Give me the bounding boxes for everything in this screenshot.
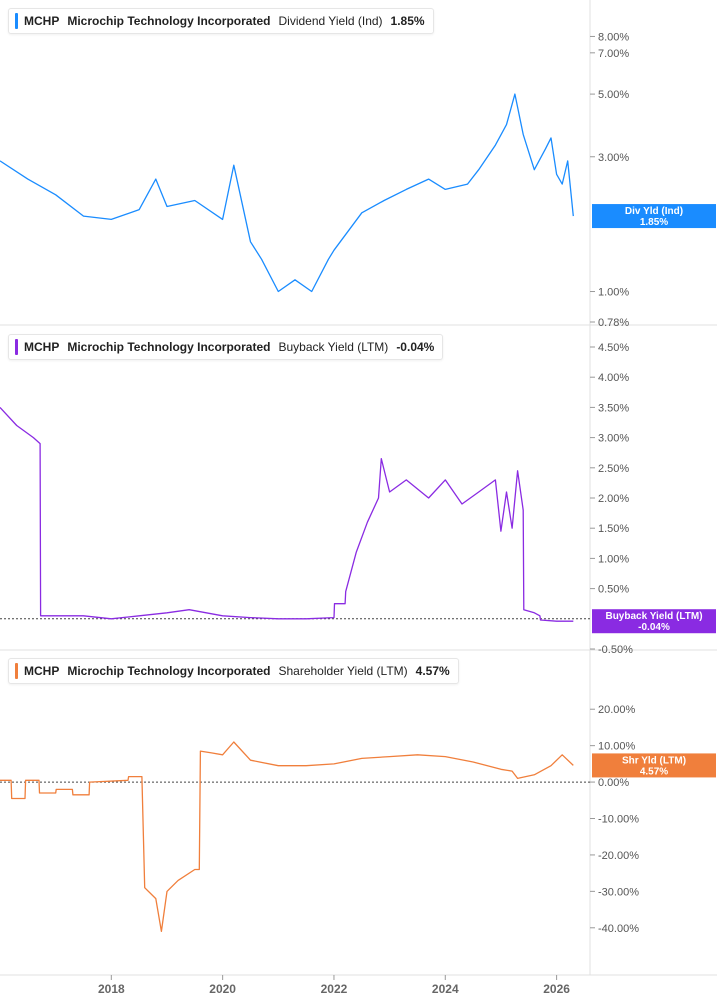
buyback-value: -0.04% (396, 340, 435, 354)
dividend-y-tick-label: 7.00% (598, 48, 629, 60)
shareholder-ticker: MCHP (24, 664, 60, 678)
dividend-badge-label: Div Yld (Ind) (625, 206, 683, 217)
dividend-badge-value: 1.85% (640, 217, 668, 228)
dividend-value-badge (592, 204, 716, 229)
shareholder-swatch (15, 663, 18, 679)
buyback-y-tick-label: 4.00% (598, 372, 629, 384)
buyback-series-line (0, 406, 574, 622)
buyback-y-tick-label: -0.50% (598, 644, 633, 656)
buyback-badge-label: Buyback Yield (LTM) (605, 611, 702, 622)
shareholder-value: 4.57% (415, 664, 450, 678)
dividend-ticker: MCHP (24, 14, 60, 28)
shareholder-company: Microchip Technology Incorporated (67, 664, 271, 678)
x-tick-label: 2018 (98, 982, 125, 996)
buyback-company: Microchip Technology Incorporated (67, 340, 271, 354)
buyback-y-tick-label: 2.50% (598, 463, 629, 475)
buyback-y-tick-label: 0.50% (598, 584, 629, 596)
buyback-y-tick-label: 1.50% (598, 523, 629, 535)
shareholder-y-tick-label: 0.00% (598, 777, 629, 789)
dividend-y-tick-label: 1.00% (598, 287, 629, 299)
shareholder-y-tick-label: -20.00% (598, 850, 639, 862)
shareholder-value-badge (592, 753, 716, 778)
buyback-y-tick-label: 1.00% (598, 553, 629, 565)
shareholder-metric: Shareholder Yield (LTM) (278, 664, 408, 678)
buyback-metric: Buyback Yield (LTM) (278, 340, 389, 354)
dividend-y-tick-label: 5.00% (598, 89, 629, 101)
buyback-ticker: MCHP (24, 340, 60, 354)
x-tick-label: 2020 (209, 982, 236, 996)
dividend-y-tick-label: 3.00% (598, 152, 629, 164)
x-tick-label: 2024 (432, 982, 459, 996)
buyback-badge-value: -0.04% (638, 622, 670, 633)
series-layer (0, 93, 574, 933)
buyback-y-tick-label: 3.50% (598, 402, 629, 414)
dividend-y-tick-label: 8.00% (598, 31, 629, 43)
x-tick-label: 2022 (321, 982, 348, 996)
dividend-value: 1.85% (390, 14, 425, 28)
buyback-y-tick-label: 4.50% (598, 342, 629, 354)
dividend-legend: MCHP Microchip Technology Incorporated D… (8, 8, 434, 34)
shareholder-y-tick-label: -30.00% (598, 886, 639, 898)
badge-layer: Div Yld (Ind)1.85%Buyback Yield (LTM)-0.… (592, 204, 716, 778)
buyback-y-tick-label: 2.00% (598, 493, 629, 505)
axis-layer: 8.00% 7.00% 5.00% 3.00% 1.00% 0.78% 4.50% 4.00%… (98, 31, 639, 996)
buyback-swatch (15, 339, 18, 355)
shareholder-badge-value: 4.57% (640, 766, 668, 777)
buyback-legend: MCHP Microchip Technology Incorporated B… (8, 334, 444, 360)
shareholder-y-tick-label: -10.00% (598, 814, 639, 826)
buyback-value-badge (592, 609, 716, 634)
x-tick-label: 2026 (543, 982, 570, 996)
dividend-swatch (15, 13, 18, 29)
shareholder-y-tick-label: 10.00% (598, 741, 636, 753)
shareholder-series-line (0, 741, 574, 933)
dividend-y-tick-label: 0.78% (598, 317, 629, 329)
dividend-series-line (0, 93, 574, 293)
shareholder-y-tick-label: -40.00% (598, 923, 639, 935)
grid-layer (0, 0, 717, 976)
buyback-y-tick-label: 3.00% (598, 433, 629, 445)
dividend-company: Microchip Technology Incorporated (67, 14, 271, 28)
shareholder-badge-label: Shr Yld (LTM) (622, 755, 686, 766)
shareholder-y-tick-label: 20.00% (598, 704, 636, 716)
shareholder-legend: MCHP Microchip Technology Incorporated S… (8, 658, 459, 684)
dividend-metric: Dividend Yield (Ind) (278, 14, 383, 28)
